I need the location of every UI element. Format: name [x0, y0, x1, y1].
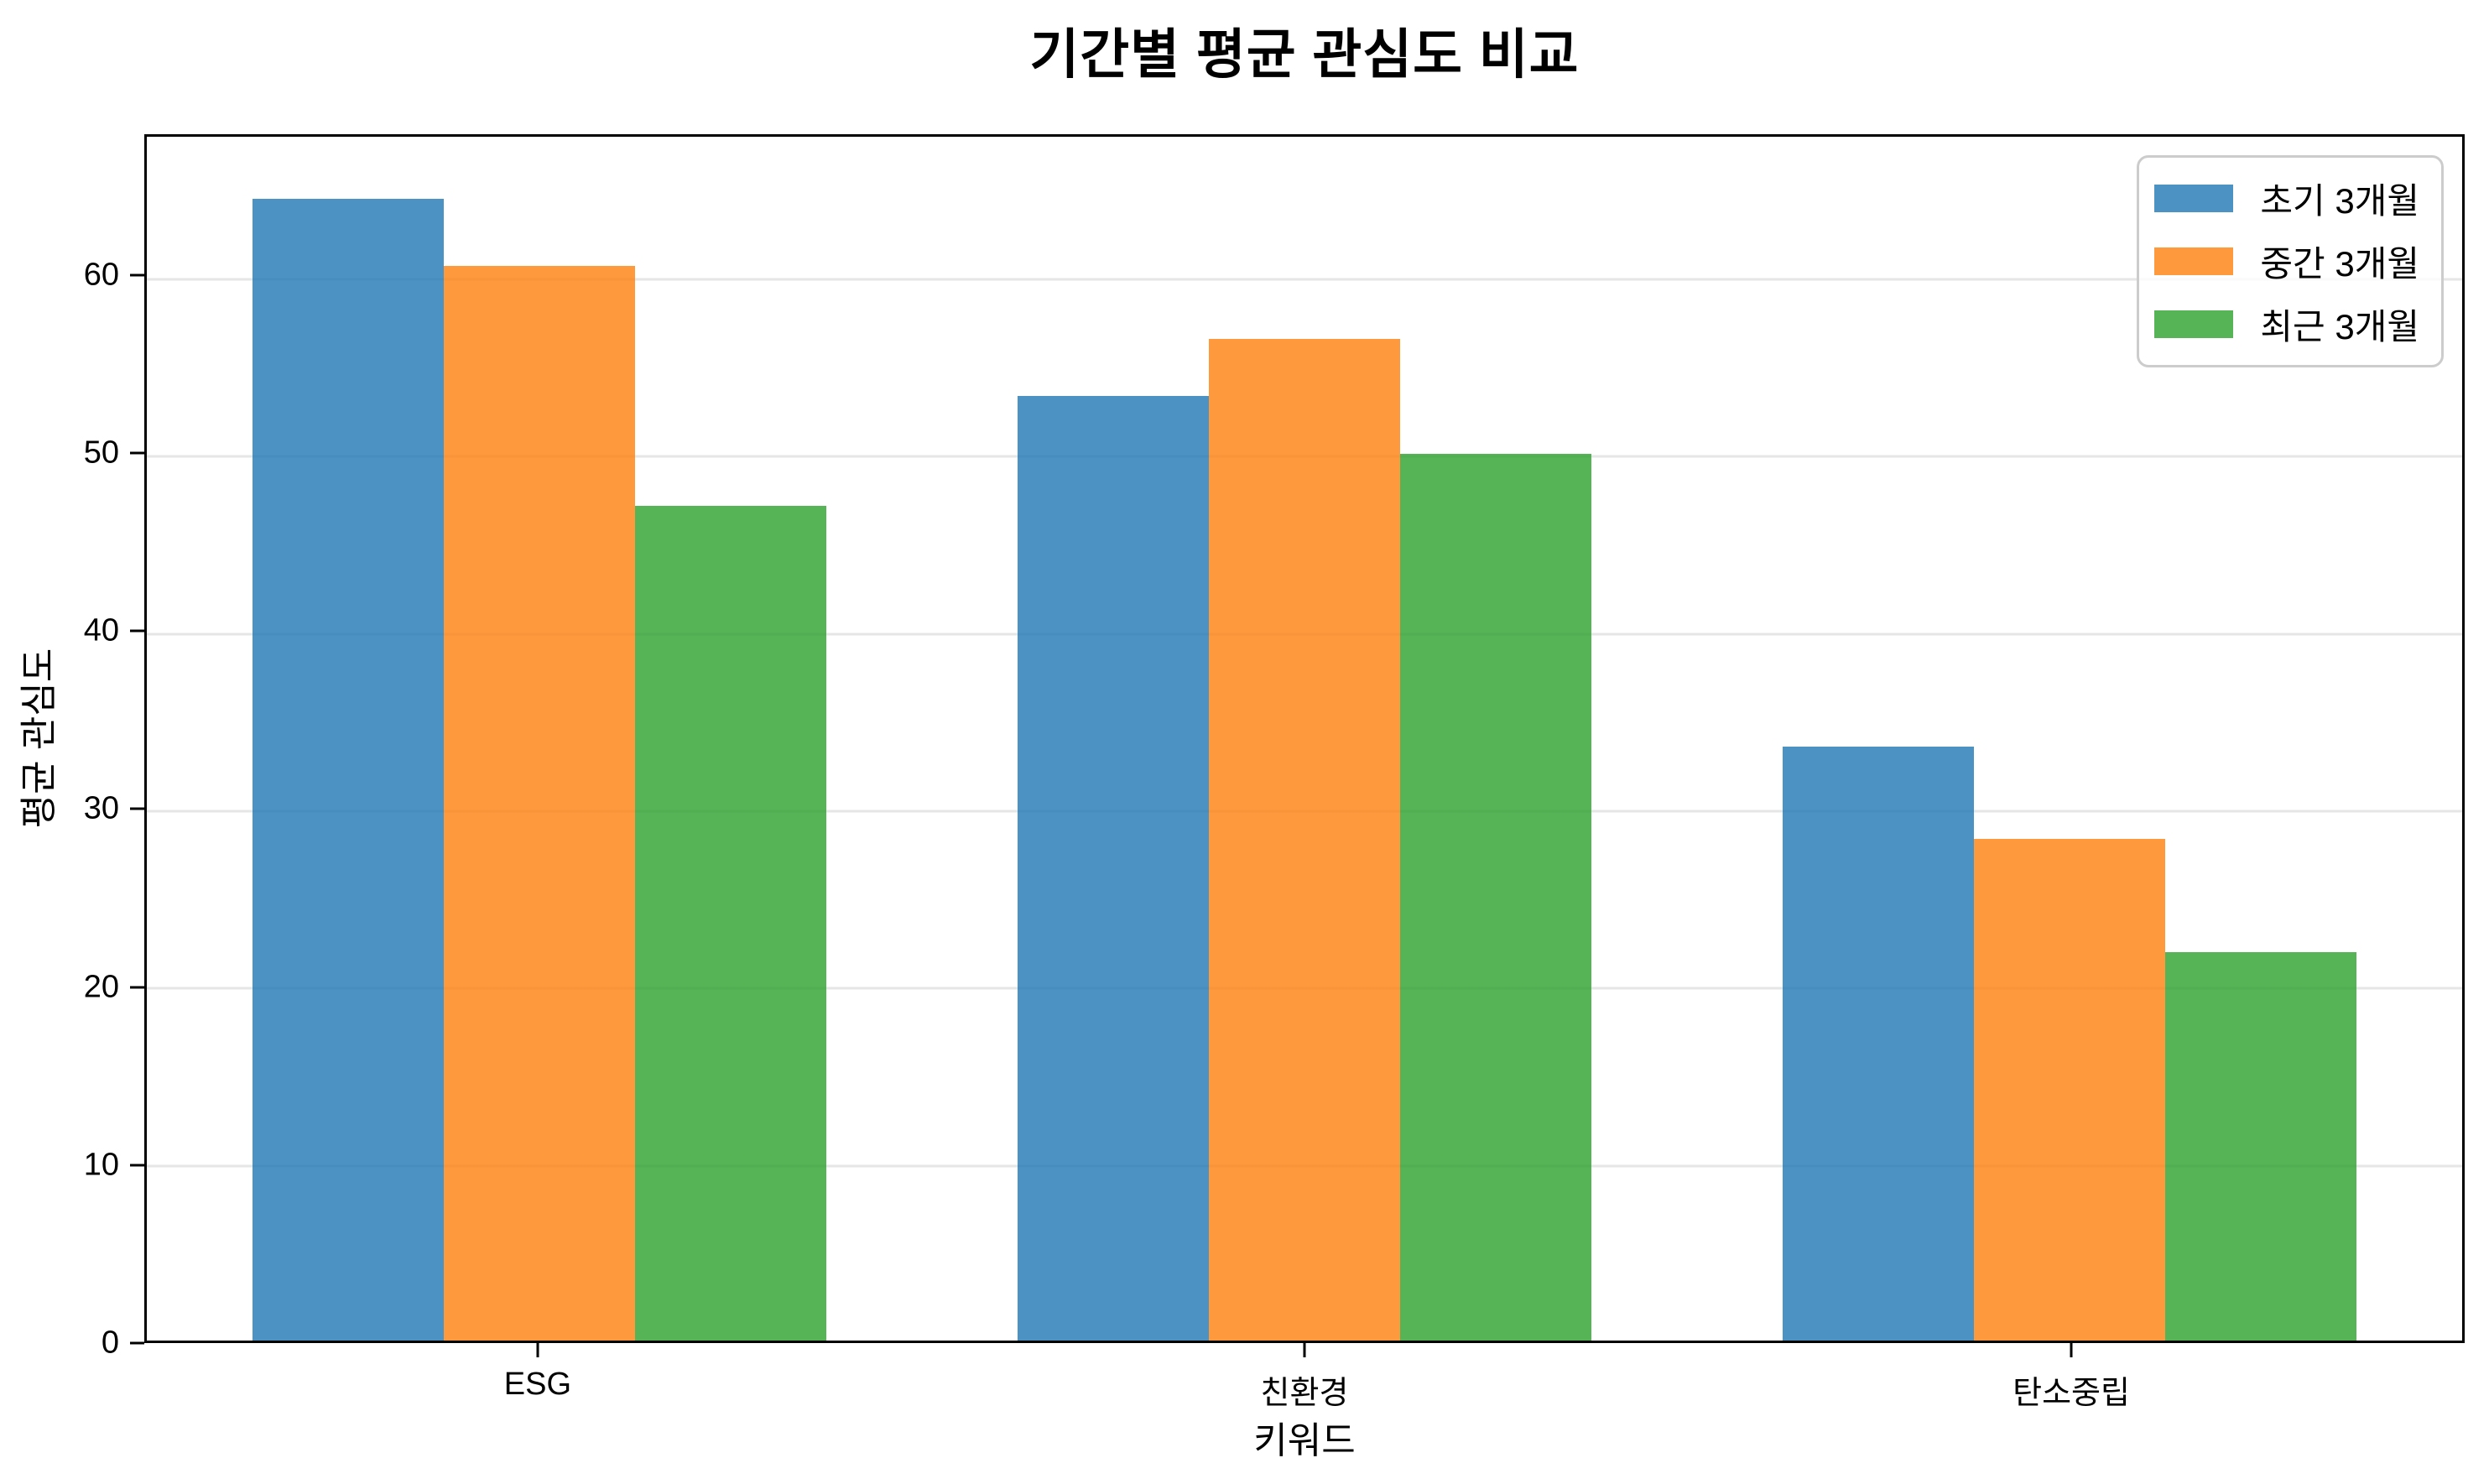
legend-label: 최근 3개월 — [2260, 307, 2419, 346]
legend-swatch-orange — [2154, 247, 2234, 275]
y-tick-mark — [130, 1341, 144, 1345]
legend-swatch-blue — [2154, 185, 2234, 212]
bar — [252, 198, 444, 1341]
legend: 초기 3개월 중간 3개월 최근 3개월 — [2137, 155, 2444, 367]
y-tick-label: 50 — [83, 435, 119, 471]
bar — [1783, 747, 1975, 1341]
x-tick-label: 친환경 — [1260, 1376, 1349, 1411]
y-tick-label: 20 — [83, 969, 119, 1005]
y-tick-label: 0 — [101, 1325, 119, 1361]
legend-label: 중간 3개월 — [2260, 244, 2419, 284]
x-tick-label: 탄소중립 — [2013, 1376, 2130, 1411]
legend-swatch-green — [2154, 310, 2234, 338]
bar — [443, 266, 635, 1341]
bar — [1400, 454, 1592, 1341]
bar — [1974, 838, 2166, 1341]
legend-item: 최근 3개월 — [2154, 299, 2419, 350]
bar — [634, 505, 826, 1341]
x-axis: 키워드 ESG 친환경 탄소중립 — [144, 1343, 2465, 1484]
y-tick-label: 40 — [83, 612, 119, 648]
y-tick-label: 60 — [83, 257, 119, 293]
y-tick-mark — [130, 1164, 144, 1167]
y-tick-mark — [130, 273, 144, 277]
y-tick-mark — [130, 629, 144, 633]
bar — [2165, 952, 2357, 1341]
x-axis-label: 키워드 — [1253, 1420, 1356, 1461]
gridline — [147, 278, 2462, 281]
y-tick-mark — [130, 807, 144, 810]
bar — [1017, 395, 1209, 1341]
y-tick-label: 10 — [83, 1147, 119, 1183]
y-tick-mark — [130, 986, 144, 989]
x-tick-mark — [2070, 1343, 2073, 1357]
y-axis-label: 평균 관심도 — [18, 648, 60, 829]
x-tick-mark — [1303, 1343, 1306, 1357]
legend-item: 초기 3개월 — [2154, 173, 2419, 224]
x-tick-label: ESG — [503, 1367, 572, 1402]
plot-area: 초기 3개월 중간 3개월 최근 3개월 — [144, 134, 2465, 1343]
y-axis: 0 10 20 30 40 50 60 — [0, 134, 144, 1361]
y-tick-label: 30 — [83, 790, 119, 826]
chart-title: 기간별 평균 관심도 비교 — [1029, 24, 1580, 85]
x-tick-mark — [536, 1343, 539, 1357]
y-tick-mark — [130, 451, 144, 455]
legend-label: 초기 3개월 — [2260, 181, 2419, 221]
legend-item: 중간 3개월 — [2154, 236, 2419, 287]
bar — [1208, 338, 1400, 1341]
